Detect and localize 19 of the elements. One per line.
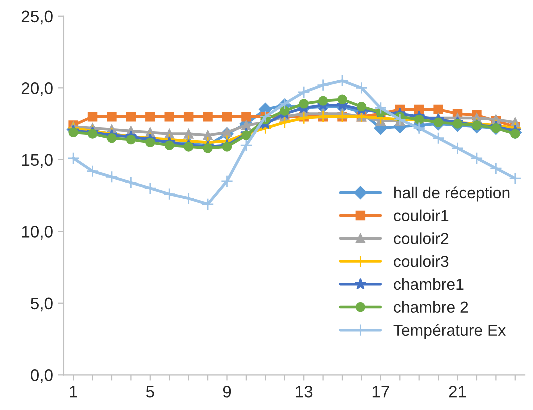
- x-tick-label: 1: [70, 386, 78, 398]
- x-tick-label: 9: [223, 386, 232, 398]
- y-tick-label: 20,0: [22, 82, 53, 96]
- y-tick-label: 5,0: [31, 298, 53, 312]
- legend-label: couloir3: [394, 256, 449, 268]
- legend-label: hall de réception: [394, 186, 510, 202]
- legend-label: couloir1: [394, 210, 449, 222]
- y-tick-label: 25,0: [22, 10, 53, 25]
- legend-label: chambre 2: [394, 301, 468, 314]
- y-tick-label: 10,0: [22, 226, 53, 240]
- y-tick-label: 0,0: [31, 370, 53, 384]
- legend-label: Température Ex: [394, 324, 506, 340]
- y-tick-label: 15,0: [22, 154, 53, 168]
- x-tick-label: 13: [296, 386, 313, 398]
- x-tick-label: 21: [449, 386, 466, 398]
- x-tick-label: 17: [372, 386, 390, 398]
- legend-label: chambre1: [394, 278, 464, 290]
- legend-label: couloir2: [394, 232, 449, 244]
- x-tick-label: 5: [146, 386, 154, 398]
